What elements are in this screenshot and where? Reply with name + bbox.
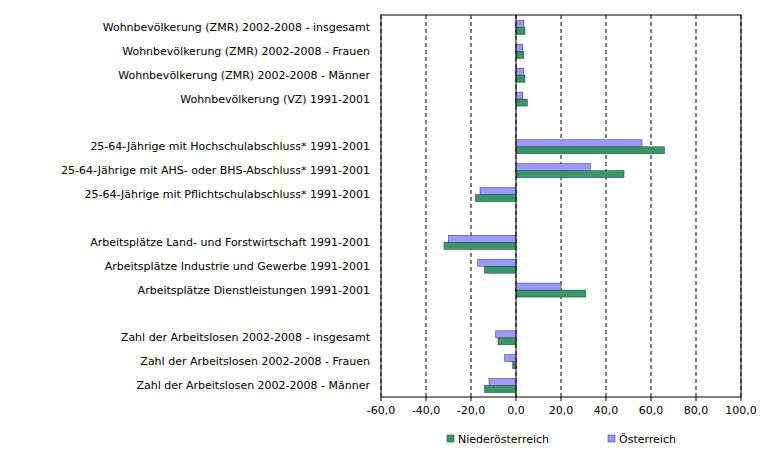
chart: -60,0 -40,0 -20,0 0,0 20,0 40,0 60,0 80,0 100,0 W…	[0, 0, 775, 457]
grid-line	[651, 15, 652, 397]
tick-mark	[471, 397, 472, 401]
category-label: Wohnbevölkerung (ZMR) 2002-2008 - insges…	[103, 21, 371, 34]
bar	[516, 171, 624, 178]
tick-label: 0,0	[507, 404, 525, 417]
bar	[516, 147, 665, 154]
legend-label: Niederösterreich	[458, 433, 549, 446]
tick-label: -60,0	[367, 404, 395, 417]
bar	[478, 259, 516, 266]
category-label: Wohnbevölkerung (VZ) 1991-2001	[180, 93, 370, 106]
bar	[516, 290, 586, 297]
tick-mark	[561, 397, 562, 401]
tick-label: 40,0	[594, 404, 619, 417]
category-label: Zahl der Arbeitslosen 2002-2008 - insges…	[121, 331, 371, 344]
plot-frame	[381, 15, 741, 397]
bar	[516, 99, 527, 106]
tick-mark	[741, 397, 742, 401]
bar	[485, 266, 517, 273]
bar	[444, 242, 516, 249]
tick-mark	[696, 397, 697, 401]
legend-swatch	[608, 435, 615, 442]
category-label: Arbeitsplätze Land- und Forstwirtschaft …	[90, 236, 370, 249]
tick-label: 100,0	[725, 404, 757, 417]
legend-label: Österreich	[619, 433, 676, 446]
grid-line	[516, 15, 517, 397]
bar	[516, 27, 525, 34]
bar	[498, 338, 516, 345]
bar	[476, 195, 517, 202]
tick-mark	[606, 397, 607, 401]
grid-line	[561, 15, 562, 397]
tick-label: -20,0	[457, 404, 485, 417]
category-label: 25-64-Jährige mit AHS- oder BHS-Abschlus…	[61, 164, 370, 177]
grid-line	[471, 15, 472, 397]
tick-mark	[381, 397, 382, 401]
category-label: Wohnbevölkerung (ZMR) 2002-2008 - Frauen	[122, 45, 370, 58]
tick-label: 20,0	[549, 404, 574, 417]
tick-label: 60,0	[639, 404, 664, 417]
category-label: 25-64-Jährige mit Hochschulabschluss* 19…	[90, 140, 370, 153]
category-label: Wohnbevölkerung (ZMR) 2002-2008 - Männer	[118, 69, 370, 82]
bar	[516, 75, 525, 82]
category-axis	[516, 15, 517, 397]
bar	[485, 386, 517, 393]
bar	[516, 283, 561, 290]
bar	[516, 68, 524, 75]
bar	[516, 44, 523, 51]
grid-line	[696, 15, 697, 397]
tick-label: -40,0	[412, 404, 440, 417]
category-label: 25-64-Jährige mit Pflichtschulabschluss*…	[84, 188, 370, 201]
category-label: Zahl der Arbeitslosen 2002-2008 - Männer	[136, 379, 370, 392]
tick-mark	[651, 397, 652, 401]
bar	[489, 379, 516, 386]
bars	[444, 20, 665, 392]
category-label: Zahl der Arbeitslosen 2002-2008 - Frauen	[140, 355, 370, 368]
bar	[516, 20, 524, 27]
tick-label: 80,0	[684, 404, 709, 417]
category-label: Arbeitsplätze Dienstleistungen 1991-2001	[138, 284, 370, 297]
grid-line	[426, 15, 427, 397]
bar	[516, 51, 524, 58]
bar	[513, 362, 516, 369]
category-label: Arbeitsplätze Industrie und Gewerbe 1991…	[105, 260, 370, 273]
tick-mark	[516, 397, 517, 401]
tick-mark	[426, 397, 427, 401]
bar	[505, 355, 516, 362]
bar	[516, 164, 590, 171]
bar	[516, 92, 523, 99]
bar	[516, 140, 642, 147]
bar	[449, 235, 517, 242]
bar	[496, 331, 516, 338]
grid-line	[606, 15, 607, 397]
legend-swatch	[447, 435, 454, 442]
bar	[480, 188, 516, 195]
